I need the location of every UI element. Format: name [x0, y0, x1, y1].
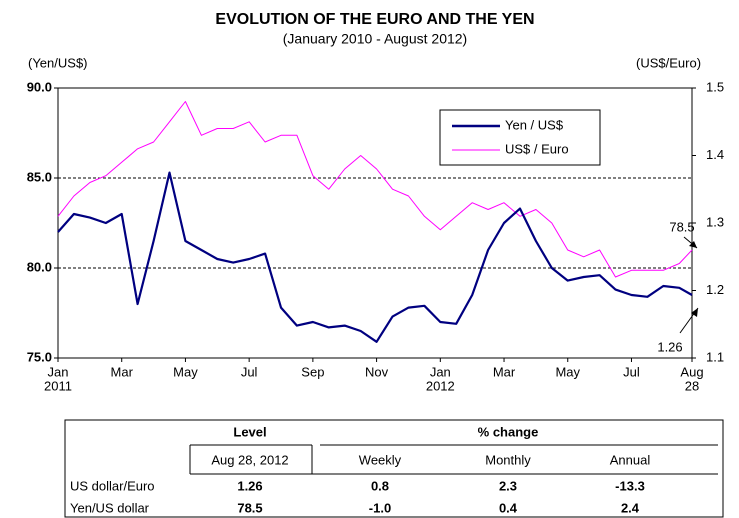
x-tick-label: Jul [623, 364, 640, 379]
y2-tick-label: 1.3 [706, 214, 724, 229]
y-axis-label: (Yen/US$) [28, 55, 88, 70]
y2-tick-label: 1.2 [706, 282, 724, 297]
legend [439, 109, 601, 166]
x-tick-label: Mar [493, 364, 516, 379]
table-row-label: Yen/US dollar [70, 500, 150, 515]
x-tick-label: Sep [301, 364, 324, 379]
x-tick-label: Nov [365, 364, 389, 379]
y-tick-label: 90.0 [27, 79, 52, 94]
table-column: Annual [610, 452, 651, 467]
table-column: Weekly [359, 452, 402, 467]
table-group: Level [233, 424, 266, 439]
y-tick-label: 75.0 [27, 349, 52, 364]
table-cell: -1.0 [369, 500, 391, 515]
legend-label: Yen / US$ [505, 117, 564, 132]
x-tick-sublabel: 28 [685, 378, 699, 393]
y2-tick-label: 1.1 [706, 349, 724, 364]
y2-axis-label: (US$/Euro) [636, 55, 701, 70]
table-cell: -13.3 [615, 478, 645, 493]
x-tick-label: Jul [241, 364, 258, 379]
series-line [57, 101, 693, 278]
table-column: Aug 28, 2012 [211, 452, 288, 467]
y-tick-label: 80.0 [27, 259, 52, 274]
table-frame [64, 419, 724, 518]
chart-title: EVOLUTION OF THE EURO AND THE YEN [215, 11, 534, 28]
table-column: Monthly [485, 452, 531, 467]
x-tick-label: May [555, 364, 580, 379]
x-tick-label: Aug [680, 364, 703, 379]
table-cell: 2.3 [499, 478, 517, 493]
y2-tick-label: 1.5 [706, 79, 724, 94]
y-tick-label: 85.0 [27, 169, 52, 184]
annotation: 78.5 [669, 219, 694, 234]
y2-tick-label: 1.4 [706, 147, 724, 162]
table-cell: 2.4 [621, 500, 640, 515]
table-cell: 1.26 [237, 478, 262, 493]
x-tick-sublabel: 2011 [44, 378, 72, 393]
series-line [57, 171, 693, 343]
table-cell: 78.5 [237, 500, 262, 515]
arrow-head [689, 241, 697, 248]
x-tick-sublabel: 2012 [426, 378, 455, 393]
legend-box [439, 109, 601, 166]
annotation: 1.26 [657, 339, 682, 354]
arrow-head [691, 308, 698, 317]
x-tick-label: Jan [48, 364, 69, 379]
table-cell: 0.8 [371, 478, 389, 493]
legend-label: US$ / Euro [505, 141, 569, 156]
x-tick-label: Jan [430, 364, 451, 379]
table-cell: 0.4 [499, 500, 518, 515]
table-group: % change [478, 424, 539, 439]
chart-subtitle: (January 2010 - August 2012) [283, 31, 467, 47]
table [64, 419, 724, 518]
x-tick-label: May [173, 364, 198, 379]
table-row-label: US dollar/Euro [70, 478, 155, 493]
x-tick-label: Mar [111, 364, 134, 379]
